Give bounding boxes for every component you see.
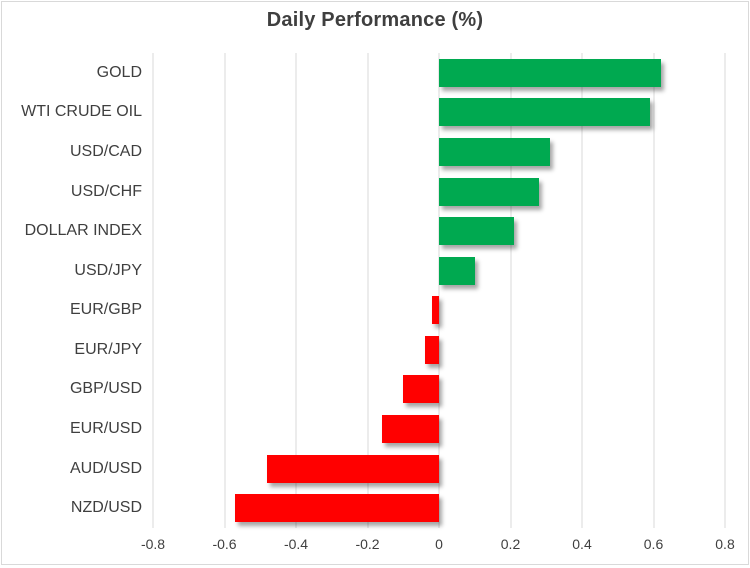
bar-eur-usd xyxy=(381,414,439,443)
x-tick-label: 0.2 xyxy=(500,536,521,552)
gridline xyxy=(653,53,654,528)
bar-rows xyxy=(153,53,725,528)
category-label: DOLLAR INDEX xyxy=(24,222,142,240)
bar-row xyxy=(153,211,725,251)
bar-row xyxy=(153,132,725,172)
gridline xyxy=(367,53,368,528)
plot-area xyxy=(152,53,726,528)
bar-row xyxy=(153,488,725,528)
category-label: WTI CRUDE OIL xyxy=(21,103,142,121)
x-tick-label: -0.2 xyxy=(355,536,380,552)
bar-row xyxy=(153,53,725,93)
gridline xyxy=(510,53,511,528)
bar-row xyxy=(153,93,725,133)
x-tick-label: 0.4 xyxy=(572,536,592,552)
x-tick-label: -0.4 xyxy=(283,536,309,552)
bar-row xyxy=(153,330,725,370)
gridline xyxy=(224,53,225,528)
x-tick-label: 0.6 xyxy=(643,536,664,552)
category-label: USD/CAD xyxy=(69,142,142,160)
bar-gbp-usd xyxy=(403,375,439,404)
bar-row xyxy=(153,251,725,291)
bar-usd-cad xyxy=(439,137,550,166)
gridline xyxy=(295,53,297,528)
category-label: EUR/USD xyxy=(69,419,142,437)
gridline xyxy=(581,53,583,528)
x-tick-label: -0.6 xyxy=(212,536,237,552)
x-tick-label: 0 xyxy=(435,536,443,552)
bar-gold xyxy=(439,58,661,87)
gridline xyxy=(152,53,154,528)
bar-usd-chf xyxy=(439,177,540,206)
bar-nzd-usd xyxy=(235,494,439,523)
bar-aud-usd xyxy=(267,454,439,483)
category-label: USD/JPY xyxy=(74,261,142,279)
x-tick-label: 0.8 xyxy=(715,536,735,552)
chart-title: Daily Performance (%) xyxy=(266,9,484,31)
category-label: GBP/USD xyxy=(69,380,142,398)
x-tick-label: -0.8 xyxy=(140,536,166,552)
bar-row xyxy=(153,409,725,449)
bar-row xyxy=(153,172,725,212)
bar-row xyxy=(153,290,725,330)
category-label: NZD/USD xyxy=(70,499,142,517)
category-label: USD/CHF xyxy=(70,182,142,200)
category-label: EUR/JPY xyxy=(74,340,142,358)
category-label: AUD/USD xyxy=(69,459,142,477)
bar-eur-gbp xyxy=(431,296,439,325)
gridline xyxy=(438,53,440,528)
bar-wti-crude-oil xyxy=(439,98,650,127)
bar-row xyxy=(153,370,725,410)
category-axis: GOLD WTI CRUDE OIL USD/CAD USD/CHF DOLLAR IN… xyxy=(2,53,142,528)
category-label: GOLD xyxy=(96,63,142,81)
gridline xyxy=(724,53,726,528)
bar-usd-jpy xyxy=(439,256,475,285)
bar-dollar-index xyxy=(439,217,515,246)
x-axis: -0.8 -0.6 -0.4 -0.2 0 0.2 0.4 0.6 0.8 xyxy=(141,534,735,556)
category-label: EUR/GBP xyxy=(69,301,142,319)
bar-row xyxy=(153,449,725,489)
bar-eur-jpy xyxy=(424,335,439,364)
